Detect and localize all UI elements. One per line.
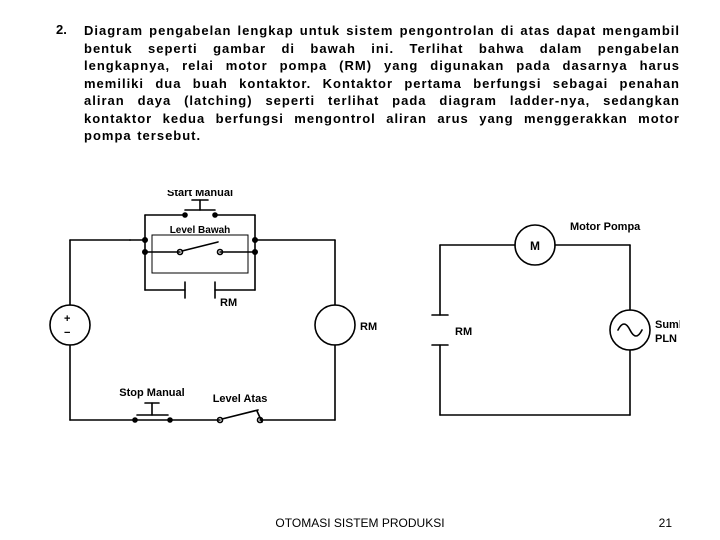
- page: 2. Diagram pengabelan lengkap untuk sist…: [0, 0, 720, 540]
- minus-label: −: [64, 327, 70, 339]
- rm-coil-label: RM: [360, 321, 377, 333]
- rm-contact-right-label: RM: [455, 326, 472, 338]
- plus-label: +: [64, 313, 70, 325]
- sumber-pln-label-1: Sumber: [655, 319, 680, 331]
- sumber-pln-label-2: PLN: [655, 333, 677, 345]
- page-number: 21: [659, 516, 672, 530]
- stop-manual-label: Stop Manual: [119, 387, 184, 399]
- paragraph-text: Diagram pengabelan lengkap untuk sistem …: [84, 22, 680, 145]
- motor-pompa-label: Motor Pompa: [570, 221, 641, 233]
- level-bawah-label: Level Bawah: [170, 225, 231, 236]
- rm-contact-left-label: RM: [220, 297, 237, 309]
- footer-title: OTOMASI SISTEM PRODUKSI: [0, 516, 720, 530]
- motor-m-label: M: [530, 239, 540, 253]
- list-number: 2.: [56, 22, 67, 37]
- circuit-diagram: + −: [40, 190, 680, 450]
- level-atas-label: Level Atas: [213, 393, 268, 405]
- start-manual-label: Start Manual: [167, 190, 233, 199]
